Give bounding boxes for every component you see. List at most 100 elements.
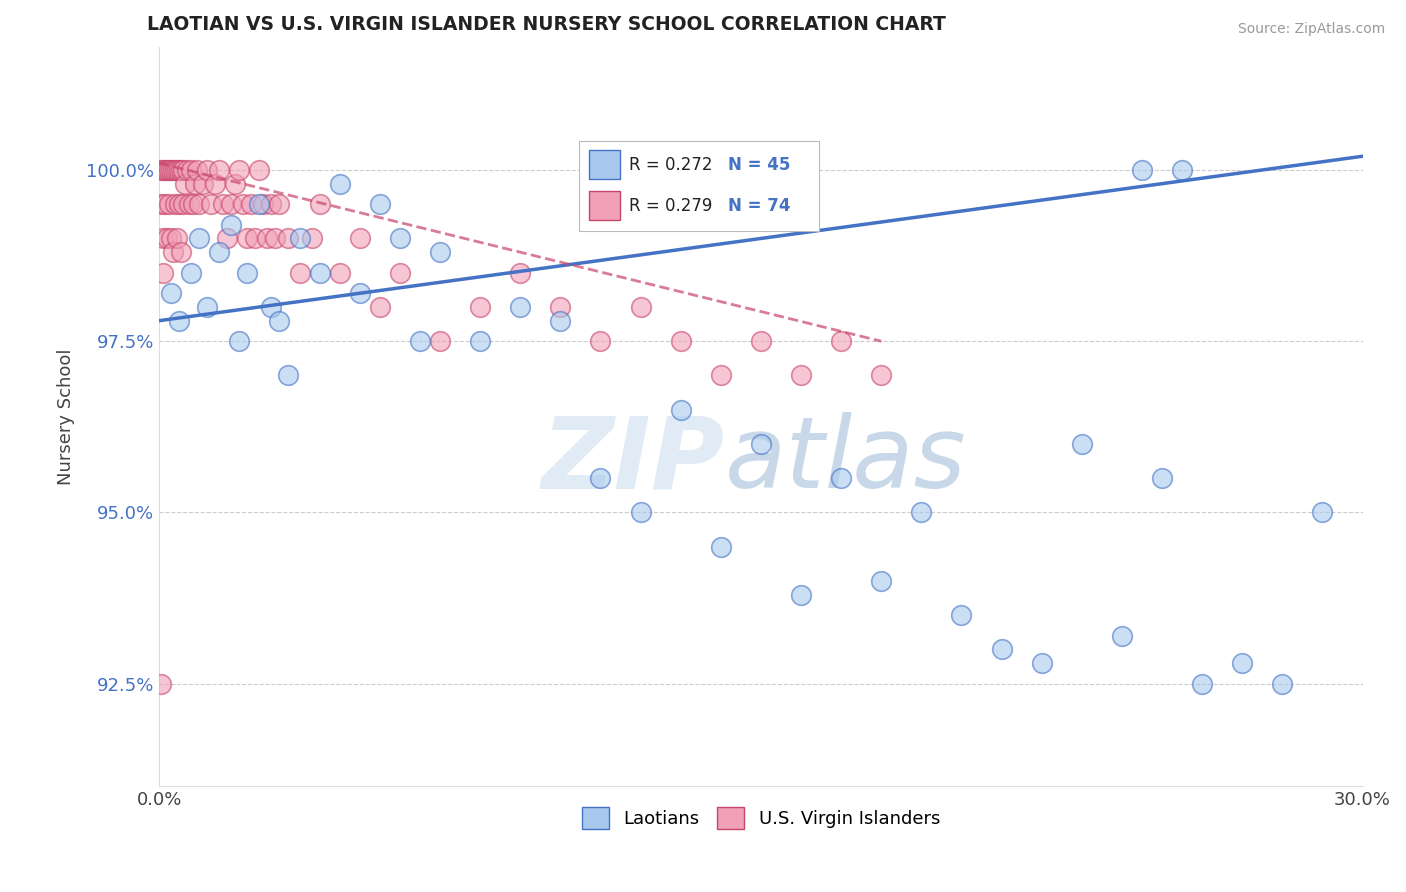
Point [790,588,813,602]
Point [264,231,287,245]
Point [176,163,198,178]
Point [429,334,451,349]
Point [160,286,183,301]
Point [193,177,215,191]
Text: R = 0.279: R = 0.279 [630,196,713,215]
Point [162,245,184,260]
Point [950,608,973,623]
Point [152,266,174,280]
Point [195,163,218,178]
Point [186,163,208,178]
Point [329,177,352,191]
Point [212,197,235,211]
Point [179,197,201,211]
Point [166,231,188,245]
Point [589,334,612,349]
Point [1130,163,1153,178]
Point [208,163,231,178]
Point [468,300,491,314]
Text: LAOTIAN VS U.S. VIRGIN ISLANDER NURSERY SCHOOL CORRELATION CHART: LAOTIAN VS U.S. VIRGIN ISLANDER NURSERY … [148,15,946,34]
Point [388,266,411,280]
Point [349,231,371,245]
Point [228,163,250,178]
Point [157,197,180,211]
Point [669,334,692,349]
Point [172,197,194,211]
Point [204,177,226,191]
Point [156,231,179,245]
Point [256,231,278,245]
Point [217,231,239,245]
Point [308,197,330,211]
Bar [589,151,620,179]
Point [180,163,202,178]
Text: ZIP: ZIP [541,412,724,509]
Point [548,300,571,314]
Point [160,231,183,245]
Point [188,197,211,211]
Point [260,300,283,314]
Point [188,231,211,245]
Point [368,197,391,211]
Point [195,300,218,314]
Point [388,231,411,245]
Point [710,540,733,554]
Point [260,197,283,211]
Point [329,266,352,280]
Point [167,197,190,211]
Point [269,197,291,211]
Point [288,266,311,280]
Point [830,334,852,349]
Text: atlas: atlas [724,412,966,509]
Text: N = 45: N = 45 [727,155,790,174]
Point [1232,656,1254,670]
Y-axis label: Nursery School: Nursery School [58,348,75,485]
Point [162,163,184,178]
Point [630,506,652,520]
Text: R = 0.272: R = 0.272 [630,155,713,174]
Point [870,368,893,383]
Point [224,177,246,191]
Point [152,163,174,178]
Point [1070,437,1092,451]
Point [830,471,852,485]
Point [509,266,531,280]
Point [172,163,194,178]
Point [208,245,231,260]
Point [249,197,271,211]
Point [468,334,491,349]
Point [150,197,173,211]
Point [180,266,202,280]
Point [167,163,190,178]
Point [368,300,391,314]
Point [429,245,451,260]
Point [308,266,330,280]
Point [165,197,187,211]
Point [276,368,298,383]
Point [245,231,267,245]
Legend: Laotians, U.S. Virgin Islanders: Laotians, U.S. Virgin Islanders [574,800,948,837]
Text: Source: ZipAtlas.com: Source: ZipAtlas.com [1237,22,1385,37]
Point [1150,471,1173,485]
Point [409,334,432,349]
Point [240,197,263,211]
Point [548,313,571,327]
Point [166,163,188,178]
Text: N = 74: N = 74 [727,196,790,215]
Point [184,177,207,191]
Point [153,197,176,211]
Point [167,313,190,327]
Point [790,368,813,383]
Point [630,300,652,314]
Point [288,231,311,245]
Point [710,368,733,383]
Point [221,197,243,211]
Point [170,163,193,178]
Point [589,471,612,485]
Point [509,300,531,314]
Point [232,197,254,211]
Point [174,177,197,191]
Point [249,163,271,178]
Point [1271,677,1294,691]
Point [156,163,179,178]
